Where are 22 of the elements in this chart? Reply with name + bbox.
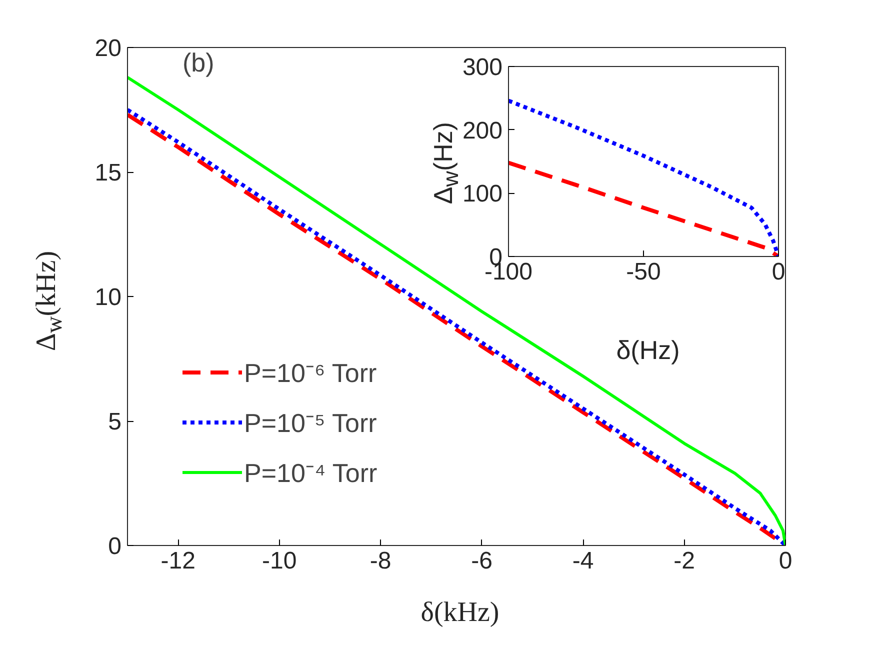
- y-tick-label: 5: [108, 408, 122, 436]
- x-tick-label: -2: [674, 548, 695, 574]
- y-tick-label: 100: [462, 180, 503, 208]
- x-tick-label: 0: [772, 258, 786, 286]
- y-tick-label: 300: [462, 54, 503, 81]
- x-tick-label: -12: [160, 548, 196, 574]
- x-axis-title: δ(kHz): [420, 596, 500, 630]
- legend-label: P=10⁻⁶ Torr: [244, 357, 377, 390]
- y-tick-label: 20: [94, 35, 122, 62]
- legend-label: P=10⁻⁴ Torr: [244, 457, 378, 490]
- x-tick-label: -10: [262, 548, 297, 574]
- x-tick-label: -50: [626, 258, 661, 286]
- legend-label: P=10⁻⁵ Torr: [244, 407, 377, 440]
- x-tick-label: -4: [572, 548, 594, 574]
- y-tick-label: 10: [94, 284, 122, 311]
- x-axis-title: δ(Hz): [616, 334, 680, 367]
- x-tick-label: -8: [370, 548, 392, 574]
- x-tick-label: 0: [778, 548, 792, 574]
- x-tick-label: -6: [471, 548, 492, 574]
- y-tick-label: 200: [462, 117, 503, 144]
- y-tick-label: 15: [94, 160, 122, 186]
- annotation: (b): [182, 48, 214, 78]
